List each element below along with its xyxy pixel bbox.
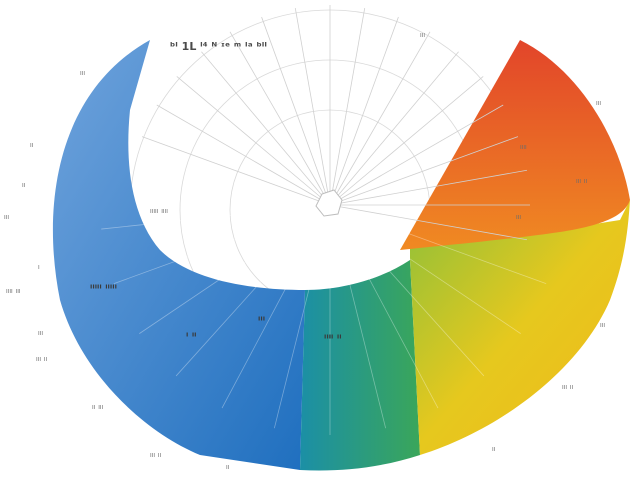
guide-ray [329,204,528,241]
inner-label: ᴵᴵᴵᴵ ᴵᴵ [324,334,342,345]
guide-ray [329,31,431,206]
outer-label: ᴵᴵᴵᴵ ᴵᴵᴵ [6,289,21,299]
pie-slice-2 [300,260,420,471]
outer-label: ᴵᴵᴵᴵ [520,145,527,155]
outer-label: ᴵᴵᴵ [4,215,9,225]
chart-title: ᵇᴵ 1L ᴵ⁴ ᴺ ᶦᵉ ᵐ ᴵᵃ ᵇᴵᴵ [170,40,267,53]
guide-ray [329,104,504,206]
guide-ray [329,204,547,285]
guide-ray [329,204,439,409]
guide-ray [329,204,485,377]
pie-slice-3 [410,200,630,455]
guide-ray [176,76,331,206]
guide-ray [329,16,399,206]
guide-ray [221,204,331,409]
guide-ray [294,7,331,206]
outer-label: ᴵᴵ ᴵᴵᴵ [92,405,104,415]
guide-ray [101,204,331,230]
outer-label: ᴵᴵᴵ ᴵᴵ [576,179,588,189]
guide-ray [329,204,387,429]
inner-label: ᴵᴵᴵᴵᴵ ᴵᴵᴵᴵᴵ [90,284,117,295]
guide-ray [273,204,331,429]
outer-label: ᴵ [38,265,40,275]
outer-label: ᴵᴵᴵᴵᴵ ᴵᴵᴵᴵ [150,209,168,219]
outer-label: ᴵᴵᴵ [516,215,521,225]
outer-label: ᴵᴵᴵ [38,331,43,341]
outer-label: ᴵᴵᴵ [600,323,605,333]
outer-label: ᴵᴵᴵ ᴵᴵ [36,357,48,367]
pie-slice-1 [52,40,305,470]
guide-ray [141,136,331,206]
outer-label: ᴵᴵᴵ ᴵᴵ [562,385,574,395]
guide-ray [329,51,459,206]
inner-label: ᴵᴵᴵ [258,316,265,327]
guide-ray [139,204,331,334]
guide-ray [201,51,331,206]
center-hub [315,189,343,217]
guide-ray [329,204,521,334]
outer-label: ᴵᴵᴵ [80,71,85,81]
guide-ray [175,204,331,377]
outer-label: ᴵᴵᴵ [596,101,601,111]
outer-label: ᴵᴵ [30,143,34,153]
guide-ray [329,169,528,206]
guide-ray [113,204,331,285]
guide-ray [329,76,484,206]
guide-ray [229,31,331,206]
outer-label: ᴵᴵ [22,183,26,193]
inner-label: ᴵ ᴵᴵ [186,332,197,343]
outer-label: ᴵᴵ [226,465,230,475]
outer-label: ᴵᴵ [492,447,496,457]
guide-ray [329,7,366,206]
guide-ray [156,104,331,206]
guide-ray [329,136,519,206]
outer-label: ᴵᴵᴵ ᴵᴵ [150,453,162,463]
guide-ray [261,16,331,206]
outer-label: ᴵᴵᴵ [420,33,425,43]
pie-slice-4 [400,40,630,250]
